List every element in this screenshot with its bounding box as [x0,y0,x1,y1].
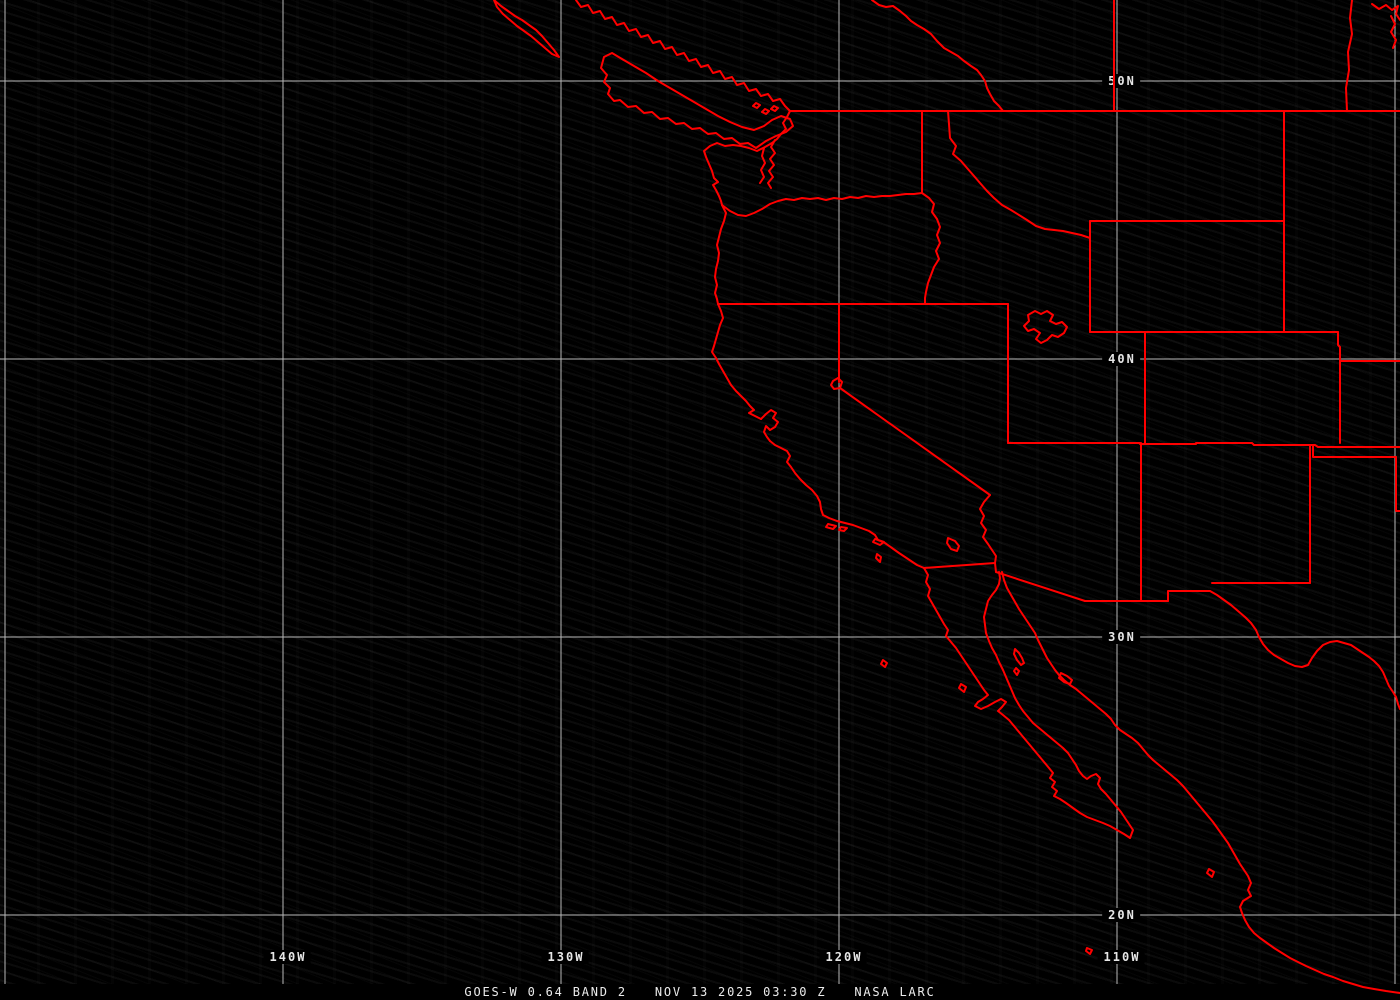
caption-credit: NASA LARC [854,985,936,999]
caption-datetime: NOV 13 2025 03:30 Z [654,985,827,999]
lon-label-140w: 140W [263,950,311,964]
lat-label-30n: 30N [1102,630,1140,644]
lon-label-130w: 130W [541,950,589,964]
caption-bar: GOES-W 0.64 BAND 2 NOV 13 2025 03:30 Z N… [0,985,1400,999]
lat-label-20n: 20N [1102,908,1140,922]
lat-label-40n: 40N [1102,352,1140,366]
lon-label-110w: 110W [1097,950,1145,964]
lon-label-120w: 120W [819,950,867,964]
lat-label-50n: 50N [1102,74,1140,88]
caption-instrument: GOES-W 0.64 BAND 2 [464,985,627,999]
